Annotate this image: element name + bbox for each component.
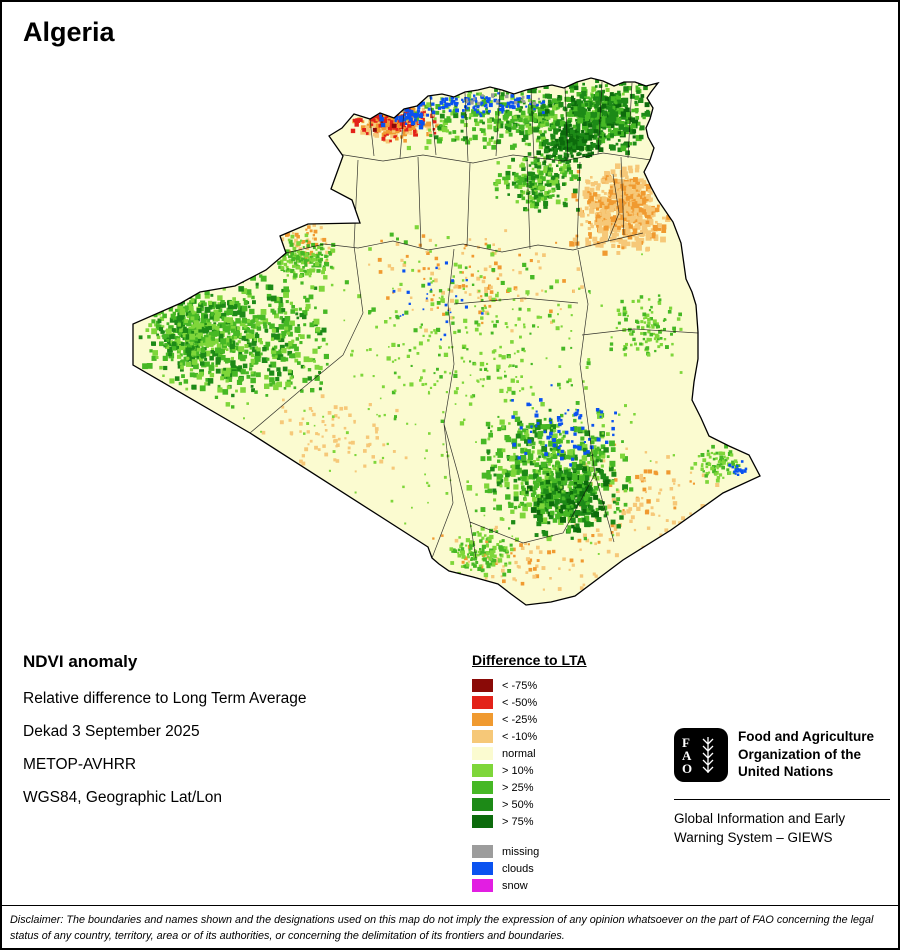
- legend-label: < -75%: [502, 679, 538, 692]
- legend-color-swatch: [472, 815, 493, 828]
- legend-title: Difference to LTA: [472, 652, 587, 668]
- fao-logo-letter-a: A: [682, 748, 692, 763]
- legend-item-75: > 75%: [472, 813, 587, 830]
- fao-logo-letter-f: F: [682, 735, 690, 750]
- legend-color-swatch: [472, 764, 493, 777]
- legend-rows: < -75% < -50% < -25% < -10% normal > 10% > 25%…: [472, 677, 587, 830]
- legend-item-50: < -50%: [472, 694, 587, 711]
- ndvi-raster-speckles: [138, 78, 748, 597]
- info-heading: NDVI anomaly: [23, 652, 138, 671]
- fao-org-name: Food and Agriculture Organization of the…: [738, 729, 874, 780]
- fao-divider: [674, 799, 890, 800]
- info-line-sensor: METOP-AVHRR: [23, 756, 137, 773]
- giews-label: Global Information and Early Warning Sys…: [674, 811, 846, 845]
- legend-color-swatch: [472, 679, 493, 692]
- legend-color-swatch: [472, 713, 493, 726]
- legend-item-25: > 25%: [472, 779, 587, 796]
- map-info-block: NDVI anomaly Relative difference to Long…: [23, 652, 307, 822]
- legend-color-swatch: [472, 879, 493, 892]
- legend-color-swatch: [472, 747, 493, 760]
- info-line-dekad: Dekad 3 September 2025: [23, 723, 200, 740]
- legend-label: > 25%: [502, 781, 534, 794]
- legend-item-50: > 50%: [472, 796, 587, 813]
- legend-color-swatch: [472, 781, 493, 794]
- legend-item-75: < -75%: [472, 677, 587, 694]
- fao-logo: F A O: [674, 728, 728, 782]
- disclaimer-divider: [2, 905, 898, 906]
- legend-color-swatch: [472, 845, 493, 858]
- page-title: Algeria: [23, 17, 115, 47]
- info-line-projection: WGS84, Geographic Lat/Lon: [23, 789, 223, 806]
- legend-label: snow: [502, 879, 528, 892]
- legend-color-swatch: [472, 696, 493, 709]
- legend-item-clouds: clouds: [472, 860, 587, 877]
- legend-label: < -50%: [502, 696, 538, 709]
- legend-color-swatch: [472, 730, 493, 743]
- legend-color-swatch: [472, 798, 493, 811]
- legend-label: < -10%: [502, 730, 538, 743]
- info-line-description: Relative difference to Long Term Average: [23, 690, 307, 707]
- legend-label: > 10%: [502, 764, 534, 777]
- legend-item-normal: normal: [472, 745, 587, 762]
- disclaimer-text: Disclaimer: The boundaries and names sho…: [10, 914, 874, 943]
- legend-label: < -25%: [502, 713, 538, 726]
- legend-label: normal: [502, 747, 536, 760]
- legend-item-missing: missing: [472, 843, 587, 860]
- legend-item-25: < -25%: [472, 711, 587, 728]
- wheat-ear-icon: [702, 737, 714, 773]
- legend-color-swatch: [472, 862, 493, 875]
- country-border: [132, 77, 761, 606]
- legend-item-10: > 10%: [472, 762, 587, 779]
- fao-logo-letter-o: O: [682, 761, 692, 776]
- legend-label: > 50%: [502, 798, 534, 811]
- legend-item-10: < -10%: [472, 728, 587, 745]
- legend-extra-rows: missing clouds snow: [472, 843, 587, 894]
- legend-item-snow: snow: [472, 877, 587, 894]
- admin-boundaries: [249, 81, 699, 559]
- legend-label: > 75%: [502, 815, 534, 828]
- legend-label: clouds: [502, 862, 534, 875]
- legend-label: missing: [502, 845, 540, 858]
- legend: Difference to LTA < -75% < -50% < -25% < -1…: [472, 652, 587, 894]
- fao-block: F A O Food and Agriculture Organization …: [674, 728, 890, 848]
